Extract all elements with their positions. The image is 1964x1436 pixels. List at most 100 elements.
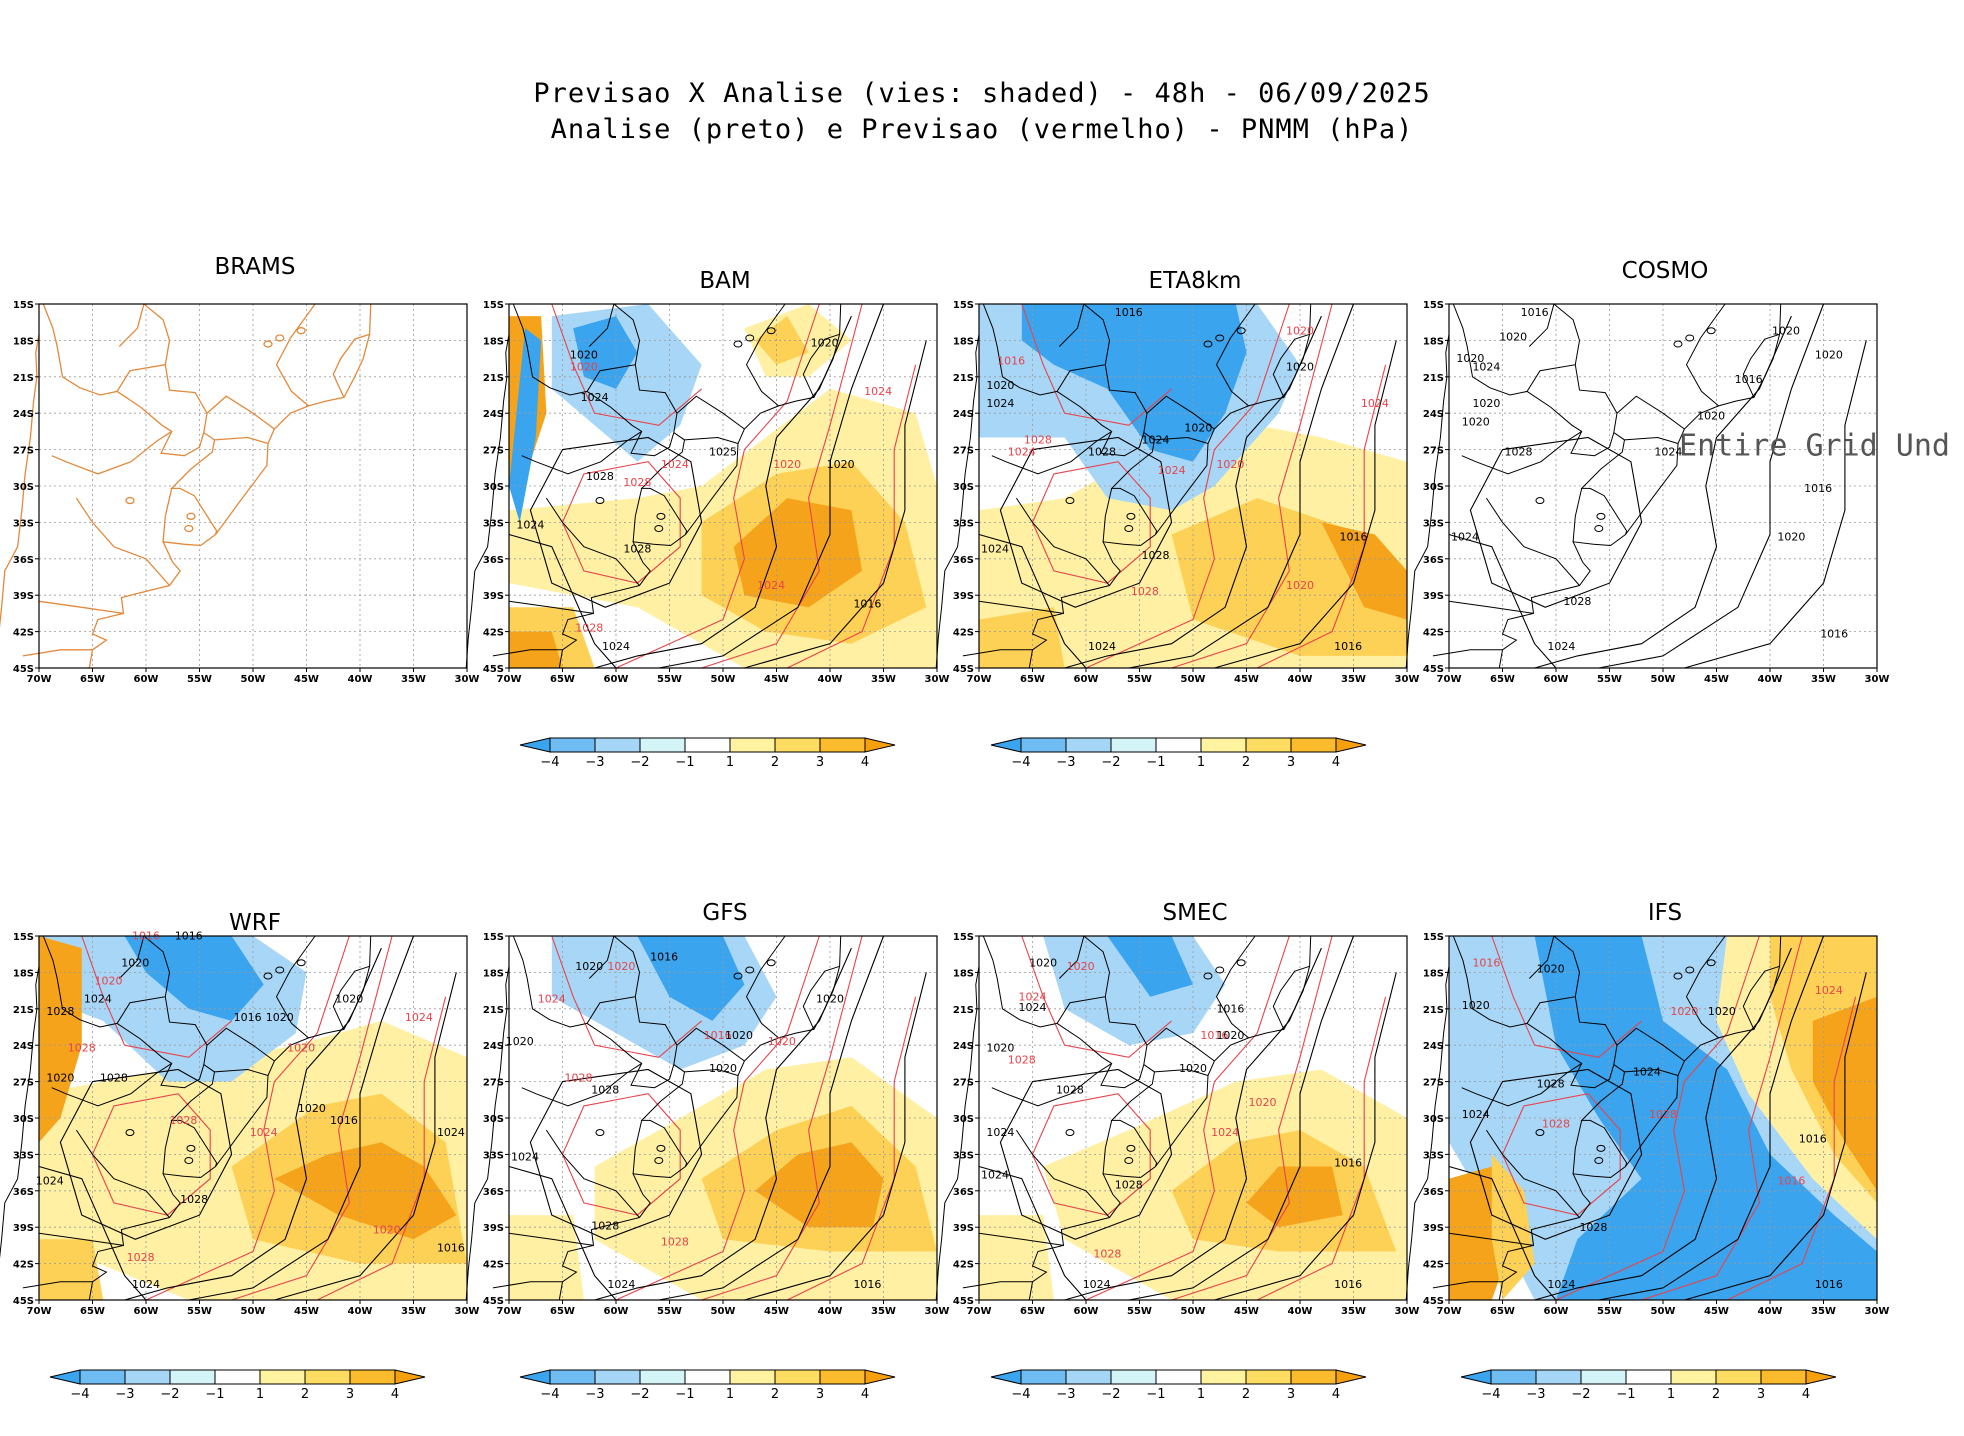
lat-tick-label: 18S <box>483 968 504 979</box>
lat-tick-label: 30S <box>953 482 974 493</box>
country-border <box>42 935 171 1028</box>
analysis-isobar <box>978 1165 1087 1301</box>
colorbar-eta8km: −4 −3 −2 −1 1 2 3 4 <box>990 737 1367 770</box>
figure-title-line1: Previsao X Analise (vies: shaded) - 48h … <box>533 78 1431 109</box>
colorbar-label: −1 <box>1146 755 1165 770</box>
contour-label: 1024 <box>1633 1066 1661 1079</box>
panel-title-brams: BRAMS <box>214 254 296 280</box>
lon-tick-label: 30W <box>1865 1306 1890 1317</box>
forecast-isobar <box>1171 935 1333 1301</box>
country-border <box>676 395 745 430</box>
lake-outline <box>275 334 285 342</box>
country-border <box>1526 364 1618 457</box>
contour-label: 1020 <box>1216 1029 1244 1042</box>
contour-label: 1020 <box>570 349 598 362</box>
colorbar-label: 1 <box>726 1387 734 1402</box>
lon-tick-label: 65W <box>1020 674 1045 685</box>
lon-tick-label: 70W <box>497 1306 522 1317</box>
lon-tick-label: 60W <box>1074 1306 1099 1317</box>
contour-label: 1024 <box>1547 1278 1575 1291</box>
forecast-isobar <box>1641 935 1803 1301</box>
colorbar-swatch <box>819 1369 866 1385</box>
forecast-isobar <box>1031 1093 1151 1216</box>
lon-tick-label: 45W <box>764 1306 789 1317</box>
lat-tick-label: 21S <box>483 373 504 384</box>
country-border <box>802 965 840 1030</box>
country-border <box>982 935 1111 1028</box>
colorbar-label: −2 <box>1101 755 1120 770</box>
lat-tick-label: 42S <box>953 1260 974 1271</box>
contour-label: 1016 <box>1334 1157 1362 1170</box>
country-border <box>978 1232 1064 1246</box>
contour-label: 1020 <box>827 458 855 471</box>
lat-tick-label: 42S <box>13 1260 34 1271</box>
forecast-isobar <box>91 1093 211 1216</box>
colorbar-label: 1 <box>726 755 734 770</box>
analysis-isobar <box>529 1068 703 1240</box>
colorbar-label: −3 <box>585 755 604 770</box>
contour-label: 1020 <box>1286 361 1314 374</box>
lat-tick-label: 36S <box>13 555 34 566</box>
contour-label: 1016 <box>1777 1175 1805 1188</box>
country-border <box>1461 430 1582 475</box>
colorbar-swatch <box>1245 737 1292 753</box>
colorbar-swatch <box>304 1369 351 1385</box>
lon-tick-label: 45W <box>294 674 319 685</box>
lon-tick-label: 70W <box>27 1306 52 1317</box>
lake-outline <box>733 972 743 980</box>
lon-tick-label: 70W <box>1437 1306 1462 1317</box>
colorbar-label: −2 <box>630 755 649 770</box>
colorbar-label: 2 <box>1242 1387 1250 1402</box>
forecast-isobar <box>1555 935 1760 1301</box>
country-border <box>1742 333 1780 398</box>
contour-label: 1024 <box>250 1126 278 1139</box>
analysis-isobar <box>999 436 1173 608</box>
country-border <box>745 303 786 407</box>
lon-tick-label: 45W <box>294 1306 319 1317</box>
forecast-isobar <box>561 461 681 584</box>
contour-label: 1024 <box>757 579 785 592</box>
forecast-isobar <box>701 935 863 1301</box>
lon-tick-label: 35W <box>1341 1306 1366 1317</box>
colorbar-label: −3 <box>1526 1387 1545 1402</box>
lat-tick-label: 36S <box>953 555 974 566</box>
lon-tick-label: 30W <box>455 1306 480 1317</box>
lat-tick-label: 33S <box>483 518 504 529</box>
contour-label: 1020 <box>1777 531 1805 544</box>
contour-label: 1020 <box>373 1223 401 1236</box>
contour-label: 1024 <box>981 543 1009 556</box>
panel-title-gfs: GFS <box>702 900 748 926</box>
lat-tick-label: 39S <box>483 591 504 602</box>
lake-outline <box>1203 340 1213 348</box>
colorbar-swatch <box>1625 1369 1672 1385</box>
lat-tick-label: 27S <box>483 1078 504 1089</box>
colorbar-swatch <box>819 737 866 753</box>
country-border <box>745 935 786 1039</box>
forecast-isobar <box>551 303 702 426</box>
contour-label: 1020 <box>1216 458 1244 471</box>
bias-shade <box>979 1215 1054 1300</box>
contour-label: 1028 <box>1579 1221 1607 1234</box>
contour-label: 1028 <box>1649 1108 1677 1121</box>
country-border <box>332 333 370 398</box>
contour-label: 1024 <box>538 993 566 1006</box>
lon-tick-label: 50W <box>711 1306 736 1317</box>
contour-label: 1016 <box>1735 373 1763 386</box>
contour-label: 1020 <box>816 993 844 1006</box>
contour-label: 1028 <box>46 1005 74 1018</box>
contour-label: 1028 <box>591 1084 619 1097</box>
contour-label: 1028 <box>623 476 651 489</box>
country-border <box>545 497 640 586</box>
lon-tick-label: 45W <box>1234 674 1259 685</box>
country-border <box>51 430 173 475</box>
colorbar-swatch <box>1155 1369 1202 1385</box>
country-border <box>508 1232 594 1246</box>
country-border <box>275 303 316 407</box>
lon-tick-label: 45W <box>764 674 789 685</box>
colorbar-swatch <box>684 737 731 753</box>
forecast-isobar <box>1031 461 1151 584</box>
colorbar-label: 2 <box>1242 755 1250 770</box>
lat-tick-label: 24S <box>483 1041 504 1052</box>
colorbar-swatch <box>684 1369 731 1385</box>
